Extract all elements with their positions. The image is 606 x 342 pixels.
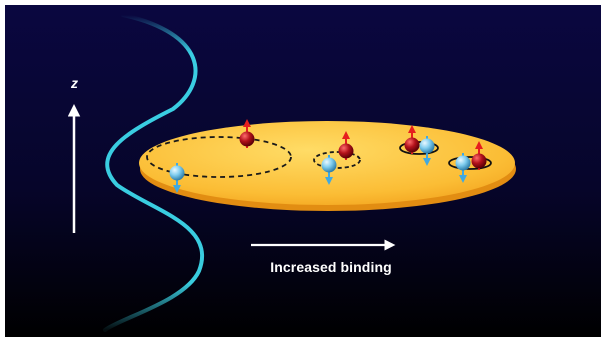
red-spin-up-particle-icon — [338, 131, 354, 160]
blue-spin-down-particle-icon — [455, 153, 471, 183]
increased-binding-label: Increased binding — [270, 259, 392, 275]
orbit-small-2 — [448, 156, 492, 170]
red-spin-up-particle-icon — [471, 141, 487, 170]
blue-spin-down-particle-icon — [321, 155, 337, 185]
diagram-frame: z Increased binding — [5, 5, 601, 337]
orbit-small-1 — [399, 141, 439, 155]
red-spin-up-particle-icon — [239, 119, 255, 148]
diagram-canvas — [5, 5, 601, 337]
blue-spin-down-particle-icon — [169, 163, 185, 193]
red-spin-up-particle-icon — [404, 125, 420, 154]
z-axis-label: z — [71, 75, 78, 91]
blue-spin-down-particle-icon — [419, 136, 435, 166]
orbit-medium — [313, 151, 361, 169]
orbit-large — [146, 136, 292, 178]
wavefunction-curve — [103, 13, 204, 332]
